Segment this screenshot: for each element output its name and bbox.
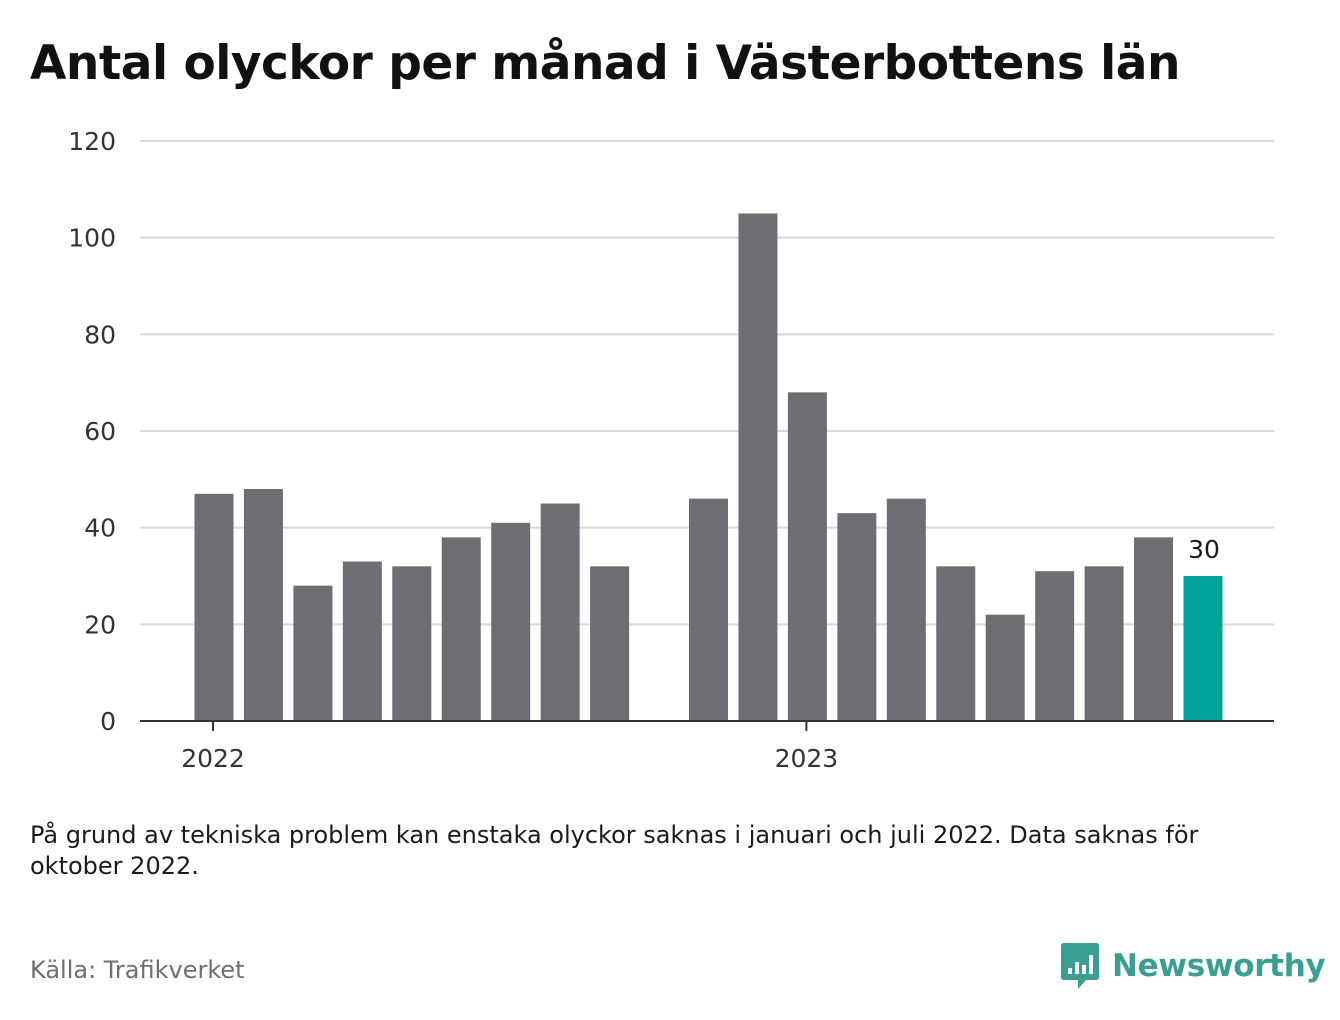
bar [1084, 566, 1124, 721]
bar [342, 561, 382, 721]
bar [491, 522, 531, 721]
bar [985, 614, 1025, 721]
bar-highlight [1183, 576, 1223, 721]
bar [243, 489, 283, 721]
x-axis: 2022 2023 [140, 720, 1274, 773]
bar [1035, 571, 1075, 721]
y-tick-label: 40 [84, 514, 116, 543]
brand-name: Newsworthy [1112, 948, 1326, 984]
bar [837, 513, 877, 721]
y-tick-label: 120 [68, 127, 116, 156]
newsworthy-logo-icon [1061, 943, 1099, 989]
bar [540, 503, 580, 721]
y-tick-label: 60 [84, 417, 116, 446]
bar [293, 585, 333, 721]
bar [392, 566, 432, 721]
bar [886, 498, 926, 721]
y-axis-ticks: 0 20 40 60 80 100 120 [68, 127, 116, 736]
bar [194, 493, 234, 721]
bar [738, 213, 778, 721]
x-tick-label: 2022 [181, 744, 245, 773]
bar [787, 392, 827, 721]
bars [194, 213, 1223, 721]
bar [590, 566, 630, 721]
bar-value-label: 30 [1188, 535, 1220, 564]
bar [936, 566, 976, 721]
bar [441, 537, 481, 721]
bar [689, 498, 728, 721]
bar-chart: 0 20 40 60 80 100 120 30 2022 2023 [68, 127, 1274, 773]
source-text: Källa: Trafikverket [30, 956, 245, 984]
y-tick-label: 0 [100, 707, 116, 736]
y-tick-label: 100 [68, 224, 116, 253]
bar-labels: 30 [1188, 535, 1220, 564]
chart-note: På grund av tekniska problem kan enstaka… [30, 821, 1199, 880]
brand-logo: Newsworthy [1060, 940, 1326, 992]
bar [1134, 537, 1174, 721]
x-tick-label: 2023 [775, 744, 839, 773]
y-tick-label: 20 [84, 610, 116, 639]
y-tick-label: 80 [84, 320, 116, 349]
chart-title: Antal olyckor per månad i Västerbottens … [30, 36, 1180, 91]
